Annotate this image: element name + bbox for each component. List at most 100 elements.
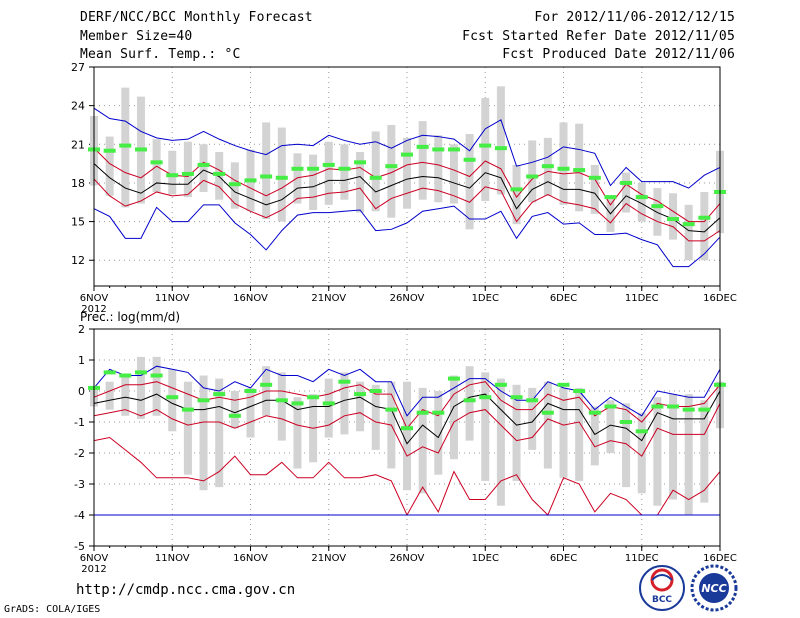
observed-marker: [557, 382, 570, 387]
x-tick-label: 6NOV: [80, 293, 109, 304]
observed-marker: [307, 166, 320, 171]
range-box: [606, 400, 615, 453]
observed-marker: [401, 152, 413, 157]
range-box: [434, 135, 443, 203]
range-box: [637, 182, 646, 222]
observed-marker: [338, 379, 351, 384]
observed-marker: [588, 175, 601, 180]
range-box: [700, 191, 709, 261]
observed-marker: [620, 180, 633, 185]
observed-marker: [682, 222, 695, 227]
range-box: [340, 372, 349, 435]
series-line-mean: [93, 163, 721, 233]
range-box: [403, 137, 411, 209]
range-box: [371, 384, 380, 450]
observed-marker: [369, 389, 382, 393]
x-tick-label: 6DEC: [550, 293, 577, 304]
observed-marker: [432, 147, 445, 152]
range-box: [700, 400, 709, 503]
range-box: [528, 140, 537, 203]
observed-marker: [385, 164, 398, 169]
range-box: [230, 391, 239, 429]
observed-marker: [494, 382, 507, 387]
y-tick-label: -1: [74, 416, 85, 429]
observed-marker: [573, 168, 586, 173]
observed-marker: [197, 162, 210, 167]
series-line-lower: [93, 178, 721, 242]
observed-marker: [213, 171, 226, 176]
range-box: [449, 375, 458, 460]
range-box: [199, 375, 208, 491]
observed-marker: [166, 173, 179, 178]
observed-marker: [260, 174, 273, 179]
observed-marker: [510, 187, 523, 192]
y-tick-label: 1: [78, 354, 85, 367]
range-box: [496, 378, 505, 506]
range-box: [105, 381, 114, 410]
range-box: [387, 124, 396, 218]
observed-marker: [416, 410, 429, 415]
observed-marker: [150, 160, 163, 165]
y-tick-label: 27: [71, 61, 85, 74]
range-box: [669, 394, 678, 500]
observed-marker: [322, 162, 335, 167]
y-tick-label: 18: [71, 177, 85, 190]
observed-marker: [354, 160, 367, 165]
x-tick-label: 6NOV: [80, 553, 109, 564]
range-box: [340, 144, 349, 200]
range-box: [449, 144, 458, 204]
plot-frame: [93, 328, 721, 547]
x-tick-label: 26NOV: [390, 553, 425, 564]
observed-marker: [103, 148, 116, 153]
observed-marker: [291, 401, 304, 406]
observed-marker: [651, 404, 664, 409]
observed-marker: [667, 217, 680, 222]
x-tick-label: 21NOV: [311, 553, 346, 564]
observed-marker: [291, 166, 304, 171]
range-box: [183, 141, 192, 198]
range-box: [121, 375, 130, 416]
x-tick-label: 26NOV: [390, 293, 425, 304]
range-box: [684, 204, 693, 261]
range-box: [465, 133, 474, 230]
observed-marker: [244, 178, 257, 183]
y-tick-label: 21: [71, 138, 85, 151]
x-tick-label: 1DEC: [472, 293, 499, 304]
observed-marker: [588, 410, 601, 415]
observed-marker: [213, 392, 226, 397]
range-box: [434, 391, 443, 475]
x-tick-label: 11NOV: [155, 293, 190, 304]
member-size-label: Member Size=40: [80, 29, 193, 44]
observed-marker: [463, 398, 476, 403]
observed-marker: [260, 382, 273, 387]
observed-marker: [494, 146, 507, 151]
y-tick-label: 2: [78, 323, 85, 336]
range-box: [590, 164, 599, 214]
x-tick-label: 16DEC: [703, 293, 737, 304]
observed-marker: [244, 389, 257, 393]
observed-marker: [385, 407, 398, 412]
x-tick-label: 11DEC: [625, 293, 659, 304]
observed-marker: [228, 182, 241, 187]
range-box: [496, 86, 505, 195]
x-tick-label: 16NOV: [233, 553, 268, 564]
range-box: [356, 381, 365, 432]
range-box: [465, 366, 474, 441]
range-box: [403, 381, 411, 491]
range-box: [277, 127, 286, 222]
observed-marker: [150, 373, 163, 378]
range-box: [481, 97, 490, 201]
y-tick-label: 24: [71, 100, 85, 113]
observed-marker: [667, 404, 680, 409]
y-tick-label: 12: [71, 254, 85, 267]
observed-marker: [338, 166, 351, 171]
observed-marker: [181, 407, 194, 412]
range-box: [653, 397, 662, 506]
chart-title: DERF/NCC/BCC Monthly Forecast: [80, 10, 313, 25]
range-box: [324, 141, 333, 205]
observed-marker: [119, 143, 132, 148]
range-box: [215, 378, 224, 488]
range-box: [105, 136, 114, 196]
range-box: [277, 372, 286, 441]
